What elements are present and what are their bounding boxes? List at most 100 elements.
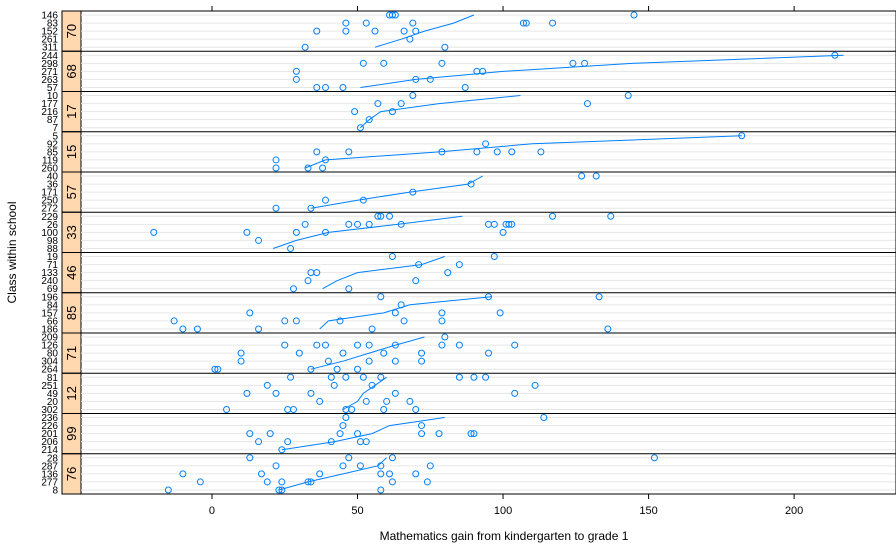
data-point bbox=[374, 100, 382, 108]
strip-label: 33 bbox=[64, 225, 79, 239]
data-point bbox=[377, 470, 385, 478]
data-point bbox=[292, 75, 300, 83]
data-point bbox=[409, 188, 417, 196]
data-point bbox=[307, 365, 315, 373]
class-label: 69 bbox=[47, 284, 59, 295]
data-point bbox=[441, 43, 449, 51]
data-point bbox=[348, 405, 356, 413]
data-point bbox=[322, 341, 329, 349]
data-point bbox=[738, 132, 746, 140]
data-point bbox=[354, 220, 362, 228]
data-point bbox=[263, 381, 271, 389]
data-point bbox=[409, 19, 417, 27]
trend-line bbox=[360, 54, 844, 88]
strip-label: 99 bbox=[64, 426, 79, 440]
data-point bbox=[359, 373, 367, 381]
data-point bbox=[330, 381, 338, 389]
data-point bbox=[304, 478, 312, 486]
strip-label: 17 bbox=[64, 104, 79, 118]
data-point bbox=[412, 470, 420, 478]
data-point bbox=[400, 317, 408, 325]
data-point bbox=[386, 212, 394, 220]
data-point bbox=[257, 470, 265, 478]
data-point bbox=[214, 365, 222, 373]
class-label: 57 bbox=[47, 83, 59, 94]
data-point bbox=[362, 438, 370, 446]
class-label: 84 bbox=[47, 300, 59, 311]
class-label: 40 bbox=[47, 172, 59, 183]
data-point bbox=[650, 454, 658, 462]
data-point bbox=[336, 430, 344, 438]
class-label: 126 bbox=[41, 341, 58, 352]
class-label: 304 bbox=[41, 357, 58, 368]
data-point bbox=[275, 486, 283, 494]
class-label: 261 bbox=[41, 35, 58, 46]
data-point bbox=[322, 83, 329, 91]
data-point bbox=[522, 19, 530, 27]
data-point bbox=[284, 438, 292, 446]
data-point bbox=[397, 100, 405, 108]
data-point bbox=[339, 462, 347, 470]
data-point bbox=[287, 373, 295, 381]
data-point bbox=[406, 35, 414, 43]
data-point bbox=[493, 148, 501, 156]
class-label: 157 bbox=[41, 308, 58, 319]
strip-label: 71 bbox=[64, 346, 79, 360]
data-point bbox=[391, 309, 399, 317]
class-label: 85 bbox=[47, 147, 59, 158]
class-label: 272 bbox=[41, 204, 58, 215]
data-point bbox=[380, 349, 388, 357]
data-point bbox=[537, 148, 545, 156]
data-point bbox=[356, 124, 364, 132]
data-point bbox=[196, 478, 204, 486]
data-point bbox=[583, 100, 591, 108]
data-point bbox=[313, 83, 321, 91]
data-point bbox=[359, 196, 367, 204]
class-label: 287 bbox=[41, 461, 58, 472]
data-point bbox=[307, 478, 315, 486]
data-point bbox=[581, 59, 589, 67]
trend-line bbox=[360, 95, 521, 129]
data-point bbox=[412, 277, 420, 285]
data-point bbox=[455, 373, 463, 381]
data-point bbox=[193, 325, 201, 333]
data-point bbox=[354, 365, 362, 373]
data-point bbox=[354, 430, 362, 438]
data-point bbox=[467, 180, 475, 188]
x-tick-label: 50 bbox=[351, 505, 363, 517]
class-label: 87 bbox=[47, 115, 59, 126]
data-point bbox=[319, 164, 327, 172]
class-label: 66 bbox=[47, 316, 59, 327]
data-point bbox=[435, 430, 443, 438]
data-point bbox=[179, 470, 187, 478]
class-label: 88 bbox=[47, 244, 59, 255]
class-label: 146 bbox=[41, 11, 58, 22]
data-point bbox=[272, 462, 280, 470]
data-point bbox=[272, 164, 280, 172]
data-point bbox=[418, 422, 426, 430]
data-point bbox=[377, 373, 385, 381]
data-point bbox=[292, 228, 300, 236]
data-point bbox=[246, 430, 254, 438]
data-point bbox=[295, 349, 303, 357]
class-label: 226 bbox=[41, 421, 58, 432]
class-label: 186 bbox=[41, 324, 58, 335]
data-point bbox=[223, 405, 231, 413]
data-point bbox=[150, 228, 158, 236]
trend-line bbox=[281, 417, 445, 451]
data-point bbox=[549, 212, 557, 220]
data-point bbox=[266, 430, 274, 438]
strip-label: 85 bbox=[64, 306, 79, 320]
data-point bbox=[595, 293, 603, 301]
data-point bbox=[438, 59, 446, 67]
data-point bbox=[327, 438, 335, 446]
data-point bbox=[511, 341, 519, 349]
data-point bbox=[313, 341, 321, 349]
data-point bbox=[281, 341, 289, 349]
data-point bbox=[377, 486, 385, 494]
data-point bbox=[391, 357, 399, 365]
